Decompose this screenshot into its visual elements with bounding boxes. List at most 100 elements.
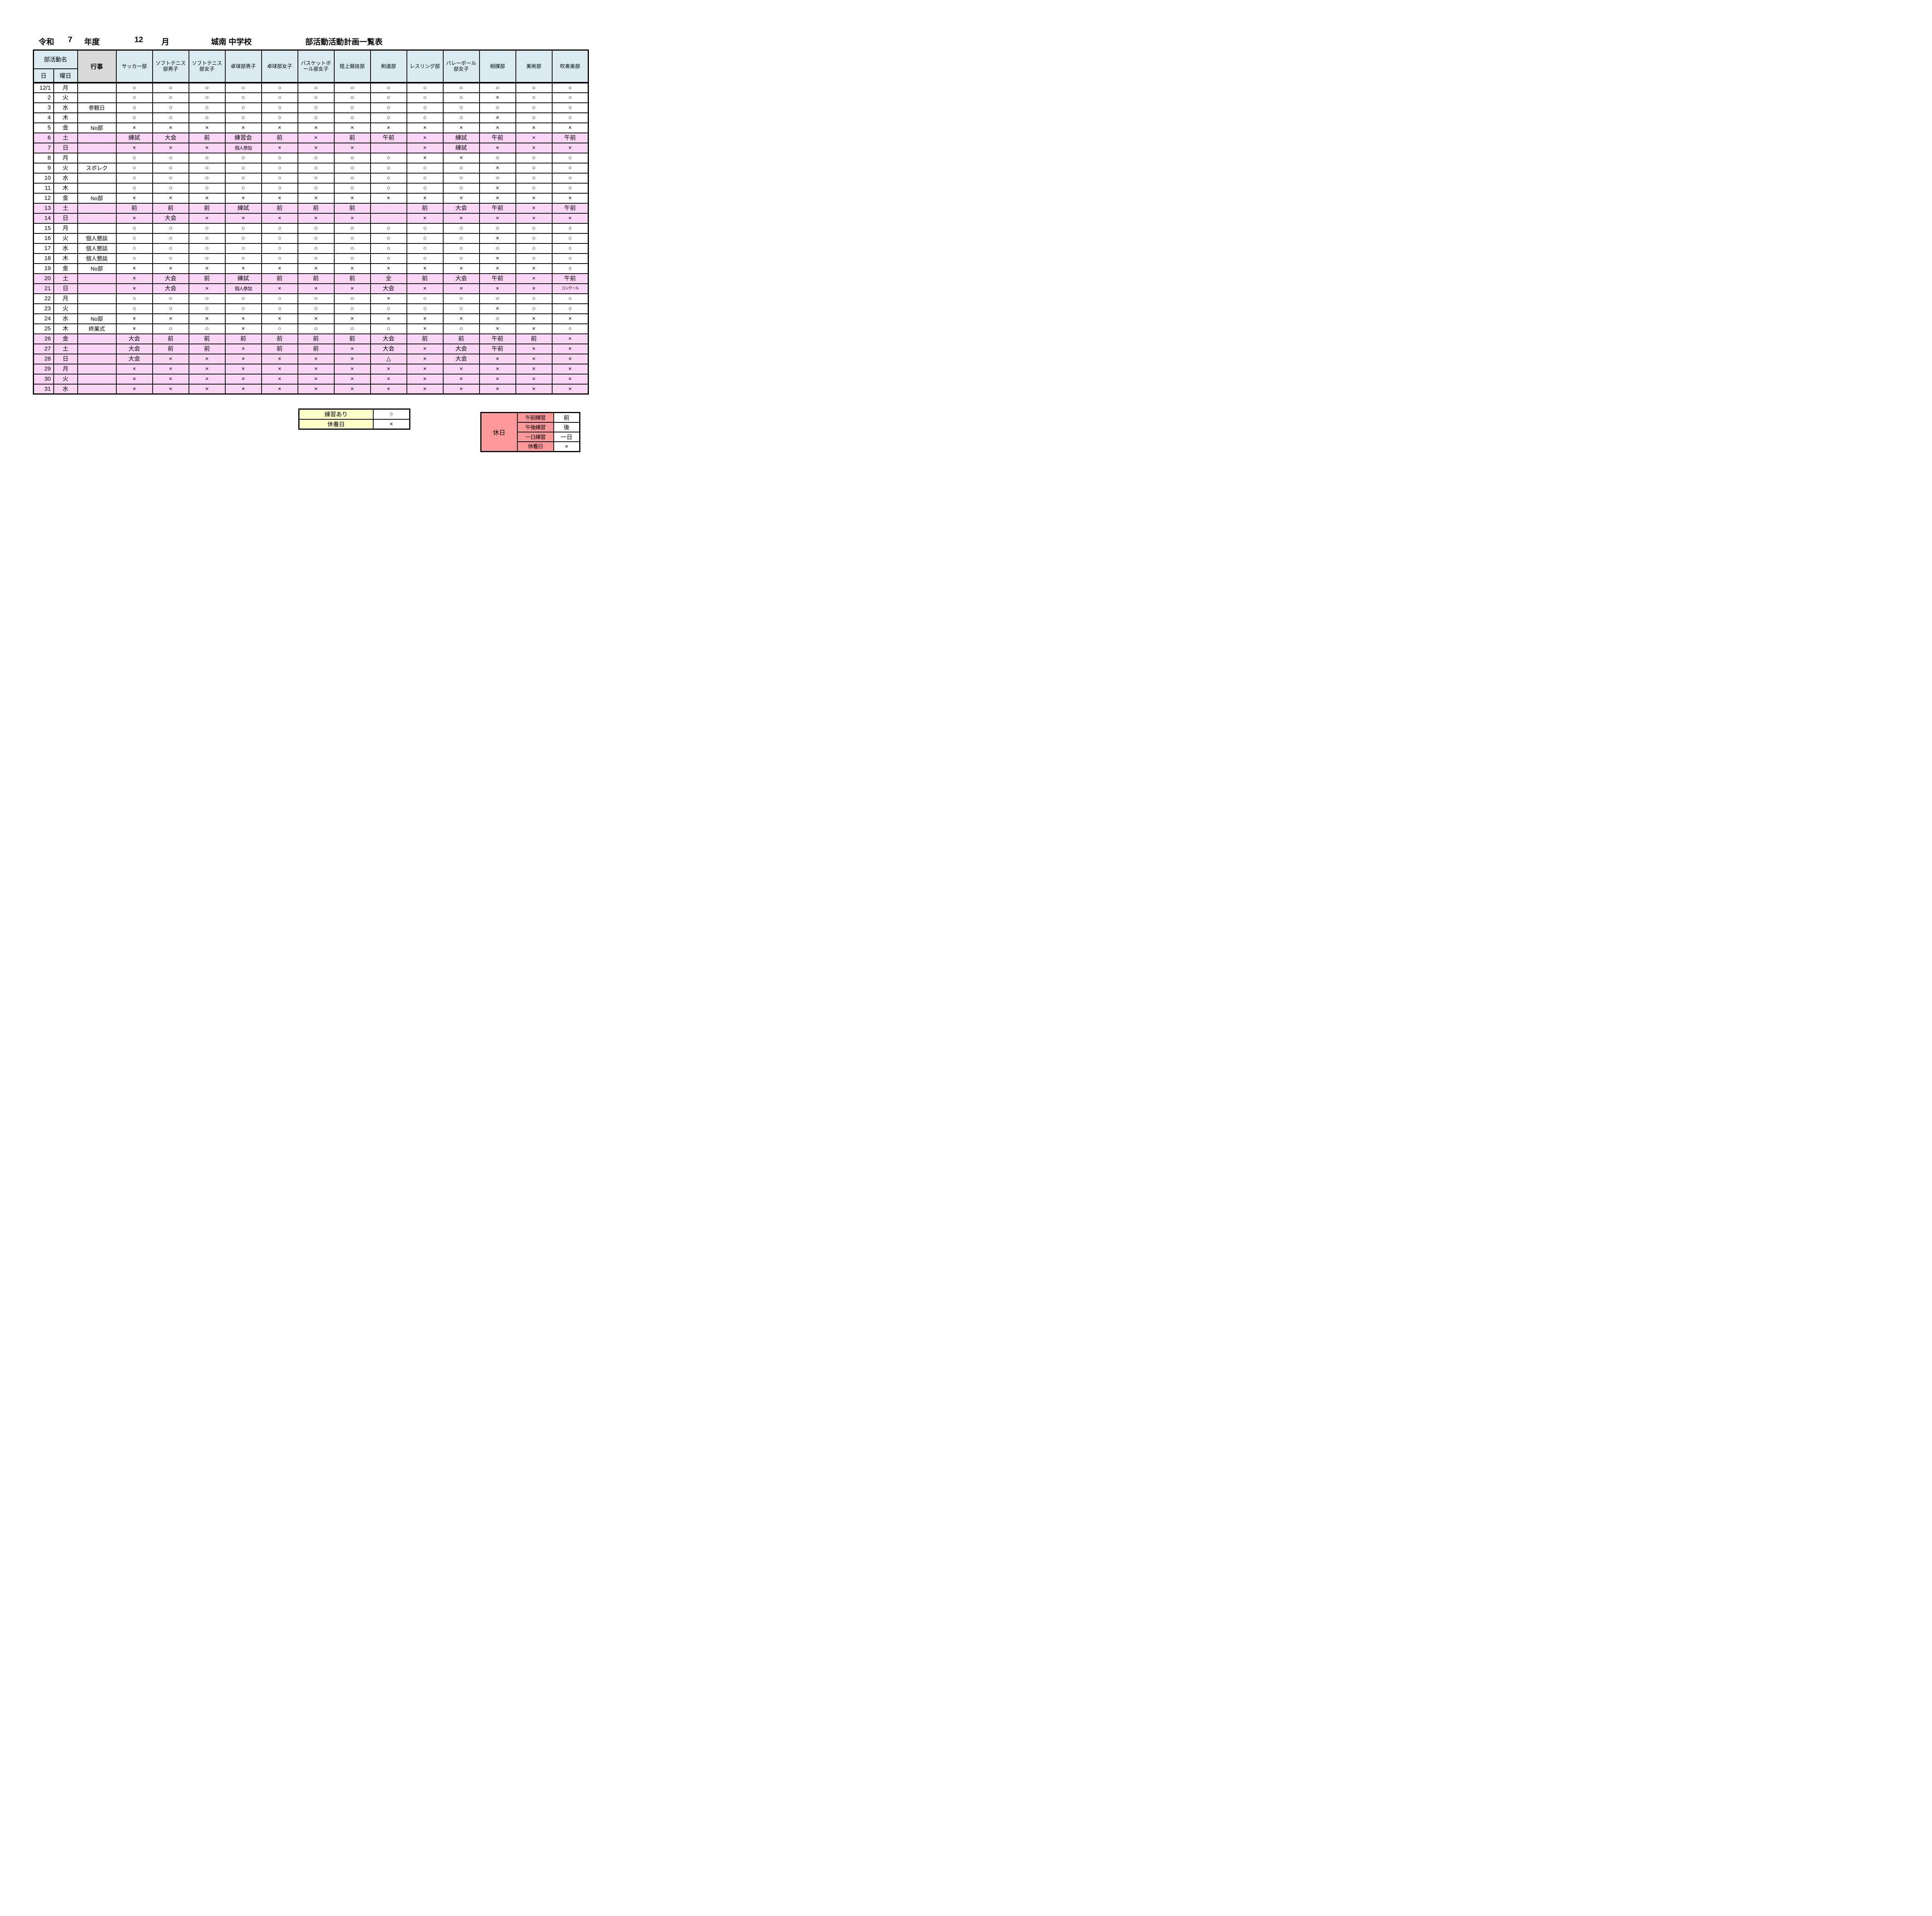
schedule-cell[interactable]: ○ [152, 152, 189, 163]
schedule-cell[interactable]: × [406, 142, 444, 153]
schedule-cell[interactable]: 前 [297, 333, 335, 344]
date-cell[interactable]: 28 [33, 353, 54, 364]
schedule-cell[interactable]: ○ [297, 243, 335, 254]
schedule-cell[interactable]: 午前 [479, 343, 516, 354]
schedule-cell[interactable]: ○ [515, 253, 553, 264]
schedule-cell[interactable]: ○ [261, 112, 298, 123]
schedule-cell[interactable]: 練試 [442, 132, 480, 143]
event-cell[interactable] [77, 182, 117, 194]
schedule-cell[interactable]: 大会 [116, 353, 153, 364]
schedule-cell[interactable]: 前 [406, 333, 444, 344]
schedule-cell[interactable]: ○ [261, 172, 298, 184]
schedule-cell[interactable]: ○ [551, 92, 589, 103]
date-cell[interactable]: 5 [33, 122, 54, 133]
schedule-cell[interactable]: × [479, 383, 516, 395]
schedule-cell[interactable]: × [333, 213, 371, 224]
schedule-cell[interactable]: ○ [515, 102, 553, 113]
schedule-cell[interactable]: ○ [152, 92, 189, 103]
schedule-cell[interactable]: × [551, 373, 589, 385]
schedule-cell[interactable]: ○ [297, 253, 335, 264]
schedule-cell[interactable]: ○ [152, 233, 189, 244]
schedule-cell[interactable]: × [370, 293, 407, 304]
schedule-cell[interactable]: ○ [333, 182, 371, 194]
schedule-cell[interactable]: × [442, 313, 480, 324]
schedule-cell[interactable]: ○ [479, 223, 516, 234]
schedule-cell[interactable]: 大会 [442, 343, 480, 354]
schedule-cell[interactable]: × [152, 122, 189, 133]
weekday-cell[interactable]: 水 [53, 243, 78, 254]
schedule-cell[interactable]: ○ [116, 152, 153, 163]
date-cell[interactable]: 16 [33, 233, 54, 244]
event-cell[interactable] [77, 82, 117, 93]
schedule-cell[interactable]: ○ [406, 172, 444, 184]
schedule-cell[interactable]: ○ [406, 182, 444, 194]
schedule-cell[interactable]: ○ [152, 293, 189, 304]
schedule-cell[interactable]: ○ [479, 313, 516, 324]
schedule-cell[interactable]: × [479, 233, 516, 244]
schedule-cell[interactable]: × [188, 263, 226, 274]
schedule-cell[interactable]: ○ [261, 253, 298, 264]
weekday-cell[interactable]: 日 [53, 142, 78, 153]
schedule-cell[interactable]: × [406, 383, 444, 395]
schedule-cell[interactable]: × [224, 353, 262, 364]
schedule-cell[interactable]: ○ [515, 303, 553, 314]
schedule-cell[interactable]: × [515, 363, 553, 374]
weekday-cell[interactable]: 水 [53, 383, 78, 395]
event-cell[interactable] [77, 363, 117, 374]
schedule-cell[interactable]: × [188, 213, 226, 224]
event-cell[interactable] [77, 343, 117, 354]
schedule-cell[interactable]: × [406, 353, 444, 364]
schedule-cell[interactable]: × [442, 283, 480, 294]
schedule-cell[interactable]: 個人参加 [224, 283, 262, 294]
schedule-cell[interactable]: × [188, 313, 226, 324]
schedule-cell[interactable]: 前 [152, 343, 189, 354]
schedule-cell[interactable]: ○ [333, 102, 371, 113]
schedule-cell[interactable]: 午前 [551, 132, 589, 143]
schedule-cell[interactable]: ○ [261, 102, 298, 113]
schedule-cell[interactable]: × [406, 263, 444, 274]
schedule-cell[interactable]: ○ [442, 172, 480, 184]
schedule-cell[interactable]: ○ [188, 102, 226, 113]
schedule-cell[interactable]: 午前 [370, 132, 407, 143]
schedule-cell[interactable]: ○ [297, 223, 335, 234]
weekday-cell[interactable]: 木 [53, 112, 78, 123]
schedule-cell[interactable]: ○ [333, 303, 371, 314]
schedule-cell[interactable]: × [406, 283, 444, 294]
event-cell[interactable] [77, 213, 117, 224]
schedule-cell[interactable]: ○ [370, 92, 407, 103]
schedule-cell[interactable]: × [442, 373, 480, 385]
schedule-cell[interactable]: ○ [333, 92, 371, 103]
schedule-cell[interactable]: × [406, 152, 444, 163]
schedule-cell[interactable]: ○ [333, 112, 371, 123]
schedule-cell[interactable]: × [297, 142, 335, 153]
event-cell[interactable] [77, 383, 117, 395]
weekday-cell[interactable]: 木 [53, 253, 78, 264]
schedule-cell[interactable]: ○ [152, 172, 189, 184]
schedule-cell[interactable]: ○ [515, 112, 553, 123]
event-cell[interactable]: 個人懇談 [77, 233, 117, 244]
schedule-cell[interactable]: × [551, 213, 589, 224]
schedule-cell[interactable]: × [406, 122, 444, 133]
schedule-cell[interactable]: × [370, 383, 407, 395]
date-cell[interactable]: 12/1 [33, 82, 54, 93]
schedule-cell[interactable]: × [116, 213, 153, 224]
schedule-cell[interactable]: × [261, 353, 298, 364]
schedule-cell[interactable]: × [188, 192, 226, 204]
event-cell[interactable] [77, 283, 117, 294]
event-cell[interactable] [77, 303, 117, 314]
schedule-cell[interactable]: × [551, 353, 589, 364]
schedule-cell[interactable]: ○ [116, 82, 153, 93]
schedule-cell[interactable]: × [297, 313, 335, 324]
schedule-cell[interactable]: ○ [551, 82, 589, 93]
schedule-cell[interactable]: ○ [116, 223, 153, 234]
schedule-cell[interactable]: 大会 [116, 343, 153, 354]
schedule-cell[interactable]: × [188, 283, 226, 294]
schedule-cell[interactable]: 練習会 [224, 132, 262, 143]
schedule-cell[interactable]: × [479, 182, 516, 194]
weekday-cell[interactable]: 水 [53, 313, 78, 324]
schedule-cell[interactable]: ○ [261, 323, 298, 334]
weekday-cell[interactable]: 木 [53, 182, 78, 194]
schedule-cell[interactable]: ○ [116, 303, 153, 314]
schedule-cell[interactable]: × [297, 383, 335, 395]
schedule-cell[interactable]: × [479, 112, 516, 123]
